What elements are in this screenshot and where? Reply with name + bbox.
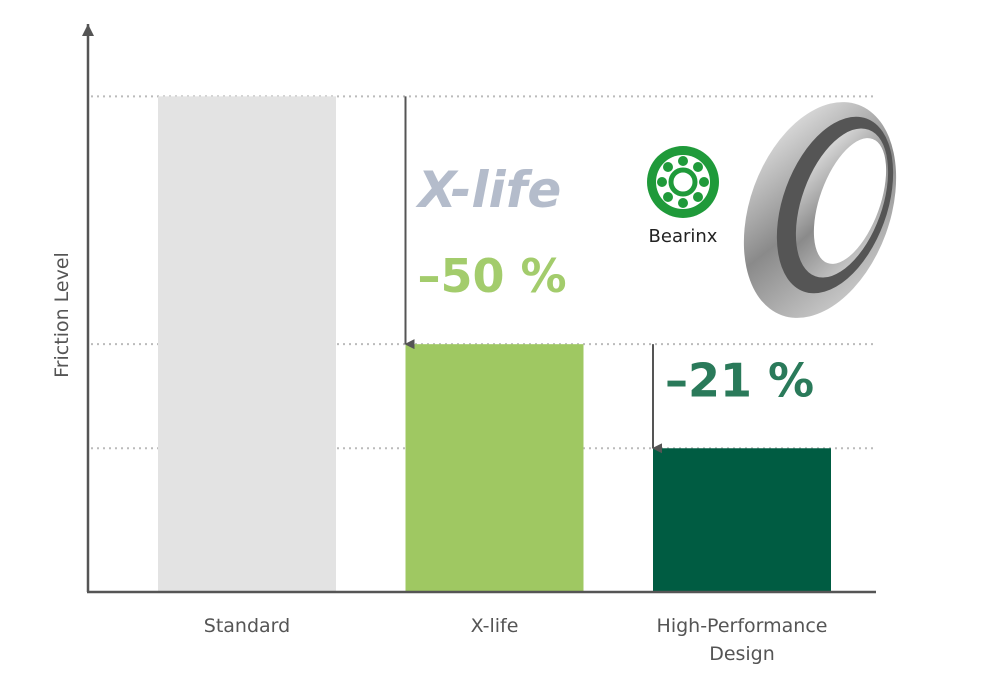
x-tick-label: Standard	[203, 615, 291, 637]
bar	[653, 448, 831, 592]
logo-text: X-life	[415, 161, 561, 219]
bar	[405, 344, 584, 592]
reduction-label: –21 %	[665, 353, 814, 407]
y-axis-label: Friction Level	[51, 252, 73, 378]
bearing-image	[743, 102, 897, 318]
bar	[158, 96, 336, 592]
reduction-label: –50 %	[418, 249, 567, 303]
bearinx-logo	[647, 146, 719, 218]
bars	[158, 96, 831, 592]
annotations: –50 % –21 %	[404, 96, 814, 454]
brand: Bearinx	[649, 226, 718, 247]
x-tick-label: X-life	[470, 615, 519, 637]
x-tick-label: High-Performance Design	[656, 615, 828, 665]
